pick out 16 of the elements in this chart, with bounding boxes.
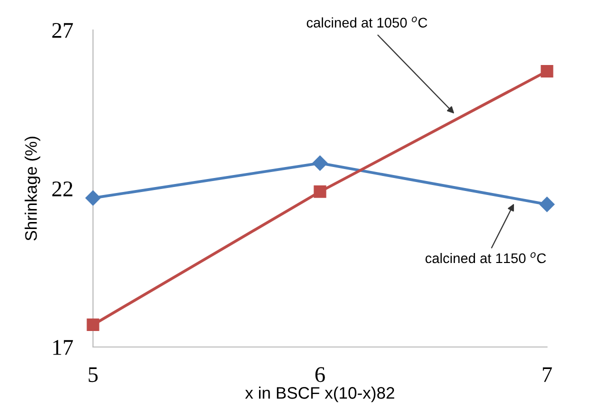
annotation: calcined at 1050 $^{o}$C <box>306 16 428 28</box>
point <box>314 185 326 198</box>
point <box>312 156 328 171</box>
point <box>85 190 101 206</box>
point <box>540 64 554 78</box>
x-axis-title: x in BSCF x(10-x)82 <box>245 386 394 402</box>
y-tick-label: 22 <box>52 181 72 196</box>
x-tick-label: 5 <box>88 367 98 382</box>
y-tick-label: 17 <box>53 340 73 355</box>
annotation: calcined at 1150 $^{o}$C <box>426 252 546 264</box>
x-tick-label: 6 <box>315 367 325 382</box>
point <box>86 318 100 332</box>
point <box>539 196 555 212</box>
y-tick-label: 27 <box>52 22 73 38</box>
y-axis-title: Shrinkage (%) <box>24 136 40 241</box>
x-tick-label: 7 <box>542 367 552 382</box>
